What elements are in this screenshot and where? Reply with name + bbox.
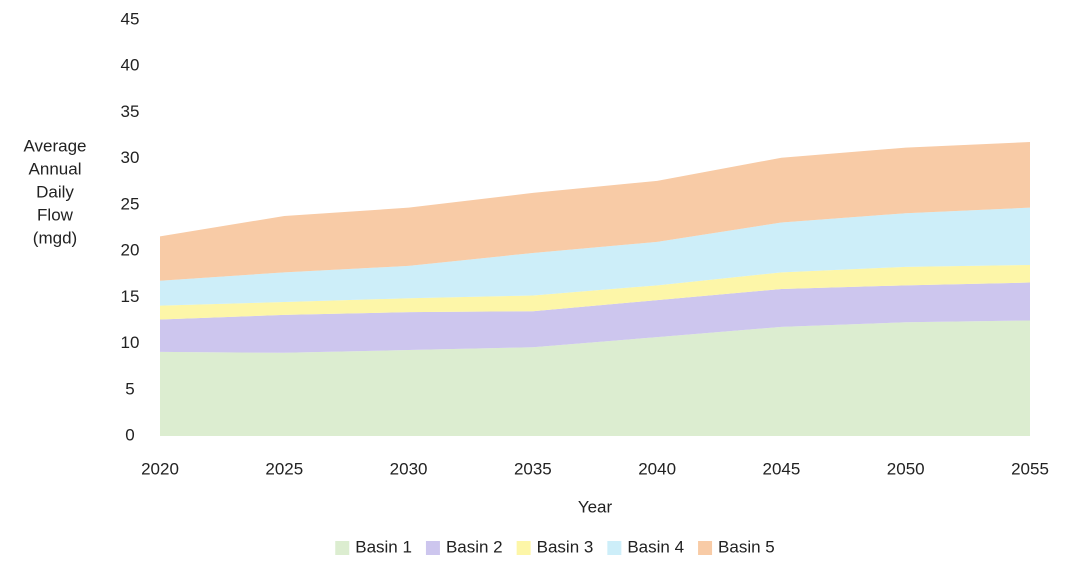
area <box>160 264 1030 320</box>
x-tick-label: 2055 <box>1011 459 1049 478</box>
area <box>160 320 1030 436</box>
x-tick-label: 2030 <box>390 459 428 478</box>
legend-swatch <box>698 541 713 555</box>
x-tick-label: 2050 <box>887 459 925 478</box>
area <box>160 282 1030 353</box>
x-tick-label: 2040 <box>638 459 676 478</box>
y-tick-label: 45 <box>121 9 140 28</box>
legend-label: Basin 2 <box>446 537 503 556</box>
y-tick-label: 0 <box>125 425 134 444</box>
y-tick-label: 40 <box>121 56 140 75</box>
area <box>160 207 1030 306</box>
x-axis-label: Year <box>578 497 613 516</box>
legend-swatch <box>516 541 531 555</box>
x-tick-label: 2025 <box>265 459 303 478</box>
y-tick-label: 30 <box>121 148 140 167</box>
legend-swatch <box>607 541 622 555</box>
legend-swatch <box>425 541 440 555</box>
area <box>160 142 1030 281</box>
y-tick-label: 5 <box>125 379 134 398</box>
y-tick-label: 35 <box>121 102 140 121</box>
x-tick-label: 2020 <box>141 459 179 478</box>
y-tick-label: 20 <box>121 241 140 260</box>
y-axis-label: Flow <box>37 205 74 224</box>
legend-label: Basin 4 <box>627 537 684 556</box>
legend-label: Basin 1 <box>355 537 412 556</box>
legend-label: Basin 3 <box>537 537 594 556</box>
y-axis-label: (mgd) <box>33 228 77 247</box>
x-tick-label: 2045 <box>763 459 801 478</box>
legend-swatch <box>335 541 350 555</box>
y-axis-label: Annual <box>29 159 82 178</box>
x-tick-label: 2035 <box>514 459 552 478</box>
y-axis-label: Average <box>23 136 86 155</box>
y-axis-label: Daily <box>36 182 74 201</box>
y-tick-label: 10 <box>121 333 140 352</box>
y-tick-label: 15 <box>121 287 140 306</box>
legend-label: Basin 5 <box>718 537 775 556</box>
y-tick-label: 25 <box>121 194 140 213</box>
